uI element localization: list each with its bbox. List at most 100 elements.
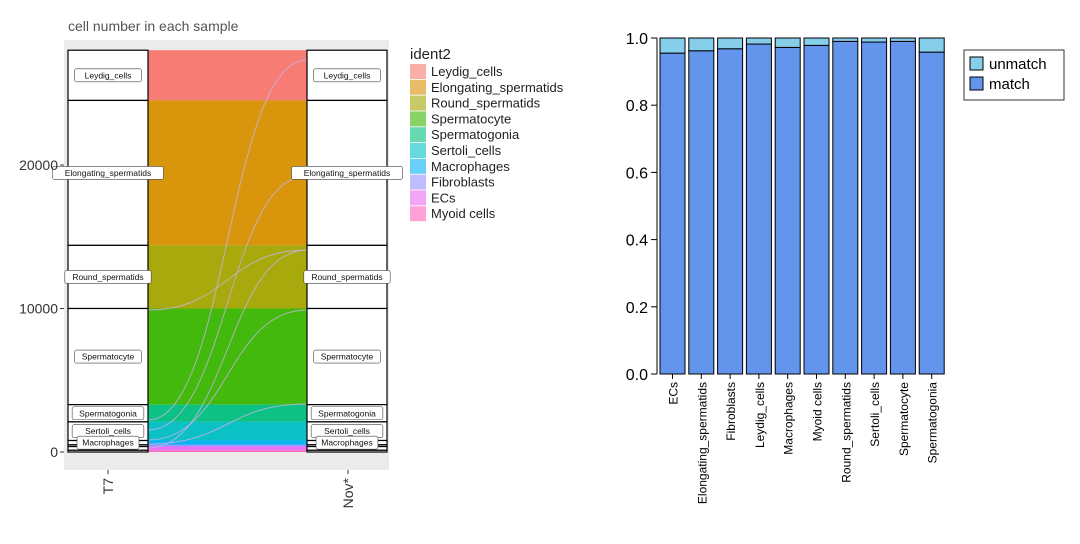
stratum-label-spermatogonia: Spermatogonia [318, 408, 376, 418]
legend-label-leydig-cells: Leydig_cells [431, 64, 503, 79]
flow-round-spermatids [148, 245, 307, 309]
bar-match-sertoli-cells [861, 41, 888, 375]
legend-label-sertoli-cells: Sertoli_cells [431, 143, 502, 158]
stratum-box-myoid-cells [306, 449, 388, 453]
bar-legend-swatch-match [969, 76, 984, 91]
bar-x-label-ecs: ECs [667, 382, 681, 405]
bar-x-label-leydig-cells: Leydig_cells [753, 382, 767, 448]
flow-curve [147, 403, 308, 445]
bar-legend: unmatch match [963, 49, 1065, 101]
bar-x-label-myoid-cells: Myoid cells [811, 382, 825, 441]
legend-swatch-ecs [410, 190, 426, 206]
legend-label-macrophages: Macrophages [431, 159, 510, 174]
flow-macrophages [148, 440, 307, 445]
legend-swatch-sertoli-cells [410, 143, 426, 158]
bar-match-leydig-cells [745, 43, 772, 375]
bar-x-label-fibroblasts: Fibroblasts [724, 382, 738, 441]
legend-swatch-spermatogonia [410, 127, 426, 143]
bar-unmatch-elongating-spermatids [688, 37, 715, 52]
stratum-label-box [313, 349, 381, 364]
stratum-label-box [291, 166, 403, 180]
bar-legend-label-match: match [989, 76, 1030, 93]
alluvial-flows [147, 50, 308, 452]
flow-spermatocyte [148, 308, 307, 405]
stratum-label-leydig-cells: Leydig_cells [324, 70, 371, 80]
stratum-label-box [310, 406, 384, 421]
stratum-label-spermatogonia: Spermatogonia [79, 408, 137, 418]
flow-curve [147, 175, 308, 431]
stratum-label-sertoli-cells: Sertoli_cells [85, 426, 131, 436]
alluvial-chart: cell number in each sample Leydig_cellsE… [19, 18, 564, 508]
bar-y-tick-label: 0.4 [626, 233, 648, 250]
bar-match-myoid-cells [803, 44, 830, 375]
bar-match-ecs [659, 52, 686, 375]
legend-label-elongating-spermatids: Elongating_spermatids [431, 80, 564, 95]
flow-curve [147, 249, 308, 311]
legend-label-spermatogonia: Spermatogonia [431, 127, 520, 142]
flow-spermatogonia [148, 404, 307, 422]
bar-match-macrophages [774, 46, 801, 375]
legend-swatch-round-spermatids [410, 95, 426, 111]
bar-x-label-elongating-spermatids: Elongating_spermatids [695, 382, 709, 504]
bar-x-label-spermatocyte: Spermatocyte [897, 382, 911, 456]
bar-y-tick-label: 0.2 [626, 300, 648, 317]
bar-x-label-spermatogonia: Spermatogonia [926, 382, 940, 464]
alluvial-y-axis: 0 10000 20000 [19, 157, 64, 460]
stratum-label-box [74, 68, 142, 83]
bar-unmatch-fibroblasts [717, 37, 744, 50]
flow-curve [147, 249, 308, 449]
stratum-label-elongating-spermatids: Elongating_spermatids [304, 168, 390, 178]
legend-label-spermatocyte: Spermatocyte [431, 111, 511, 126]
bar-legend-swatch-unmatch [969, 56, 984, 71]
bar-unmatch-spermatocyte [889, 37, 916, 42]
stratum-label-spermatocyte: Spermatocyte [321, 352, 374, 362]
bar-match-spermatogonia [918, 51, 945, 375]
legend-swatch-elongating-spermatids [410, 79, 426, 95]
bar-series [659, 37, 945, 375]
bar-x-label-sertoli-cells: Sertoli_cells [868, 382, 882, 447]
legend-swatch-leydig-cells [410, 64, 426, 79]
bar-match-fibroblasts [717, 48, 744, 375]
flow-fibroblasts [148, 444, 307, 447]
bar-legend-label-unmatch: unmatch [989, 56, 1047, 73]
stratum-label-box [74, 349, 142, 364]
bar-match-spermatocyte [889, 40, 916, 375]
legend-label-myoid-cells: Myoid cells [431, 206, 496, 221]
bar-y-tick-label: 0.6 [626, 165, 648, 182]
stacked-bar-chart: 0.0 0.2 0.4 0.6 0.8 1.0 ECs Elongating_spermat… [626, 31, 1065, 504]
flow-ecs [148, 446, 307, 451]
bar-y-tick-label: 1.0 [626, 31, 648, 48]
stratum-label-box [303, 270, 391, 284]
bar-y-tick-label: 0.8 [626, 98, 648, 115]
bar-unmatch-spermatogonia [918, 37, 945, 53]
stratum-label-box [76, 435, 140, 450]
y-tick-label: 20000 [19, 157, 58, 173]
bar-y-axis: 0.0 0.2 0.4 0.6 0.8 1.0 [626, 31, 658, 384]
bar-unmatch-myoid-cells [803, 37, 830, 46]
stratum-label-spermatocyte: Spermatocyte [82, 352, 135, 362]
alluvial-legend: ident2 Leydig_cellsElongating_spermatids… [410, 46, 564, 222]
legend-label-fibroblasts: Fibroblasts [431, 175, 495, 190]
bar-unmatch-sertoli-cells [861, 37, 888, 43]
stratum-box-myoid-cells [67, 449, 149, 453]
bar-unmatch-leydig-cells [745, 37, 772, 45]
bar-x-axis: ECs Elongating_spermatids Fibroblasts Leydi… [667, 374, 940, 504]
flow-sertoli-cells [148, 421, 307, 441]
stratum-label-macrophages: Macrophages [82, 438, 134, 448]
bar-unmatch-round-spermatids [832, 37, 859, 42]
flow-curve [147, 59, 308, 421]
bar-x-label-round-spermatids: Round_spermatids [839, 382, 853, 483]
flow-myoid-cells [148, 450, 307, 452]
alluvial-x-axis: T7 Nov* [100, 470, 356, 508]
alluvial-strata: Leydig_cells Elongating_spermatids Round_s… [52, 49, 403, 453]
stratum-label-leydig-cells: Leydig_cells [85, 70, 132, 80]
stratum-label-round-spermatids: Round_spermatids [311, 272, 382, 282]
stratum-label-box [315, 435, 379, 450]
stratum-label-sertoli-cells: Sertoli_cells [324, 426, 370, 436]
legend-label-ecs: ECs [431, 190, 456, 205]
bar-match-round-spermatids [832, 40, 859, 375]
legend-title: ident2 [410, 46, 451, 63]
stratum-label-macrophages: Macrophages [321, 438, 373, 448]
bar-y-tick-label: 0.0 [626, 367, 648, 384]
